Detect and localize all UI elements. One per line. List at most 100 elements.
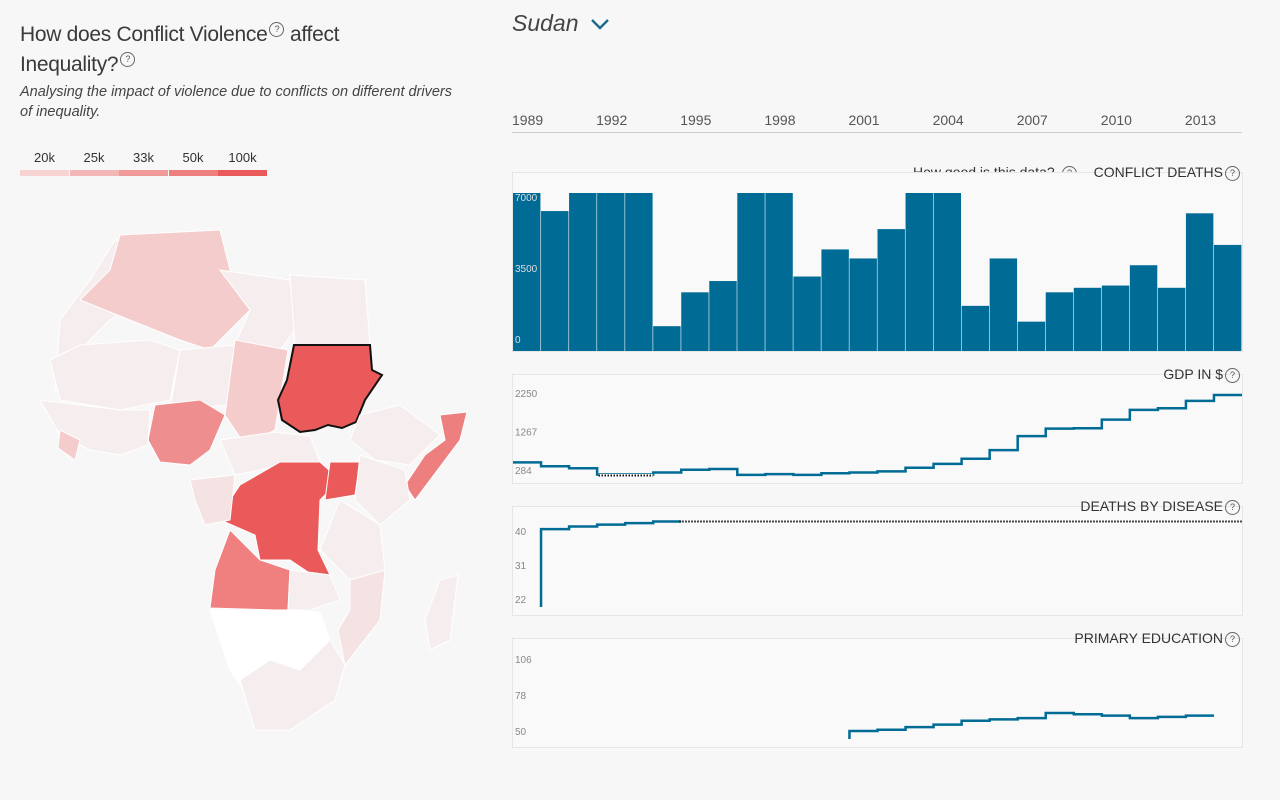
bar bbox=[1045, 292, 1074, 351]
legend-label: 100k bbox=[228, 150, 257, 165]
country-sudan bbox=[276, 344, 384, 434]
country-egypt bbox=[289, 274, 371, 346]
legend-label: 33k bbox=[133, 150, 154, 165]
timeline-year[interactable]: 2007 bbox=[1016, 112, 1048, 128]
country-niger bbox=[169, 344, 236, 411]
legend-label: 20k bbox=[34, 150, 55, 165]
y-tick-label: 40 bbox=[515, 527, 527, 538]
bar bbox=[569, 193, 597, 351]
timeline-year[interactable]: 1989 bbox=[512, 112, 544, 128]
bar bbox=[821, 249, 849, 351]
series-line bbox=[539, 520, 682, 607]
education-chart: 50 78 106 bbox=[515, 655, 1214, 739]
series-line bbox=[848, 711, 1214, 739]
bar bbox=[541, 211, 569, 351]
timeline-year[interactable]: 2010 bbox=[1100, 112, 1132, 128]
panel-title: DEATHS BY DISEASE? bbox=[1080, 498, 1240, 515]
country-kenya bbox=[354, 454, 411, 526]
y-tick-label: 284 bbox=[515, 466, 532, 477]
bar bbox=[961, 305, 990, 351]
legend-label: 25k bbox=[83, 150, 105, 165]
panel-title: CONFLICT DEATHS? bbox=[1094, 164, 1240, 181]
title-text-2: affect bbox=[290, 23, 340, 46]
country-congo bbox=[189, 474, 236, 526]
y-tick-label: 31 bbox=[515, 561, 527, 572]
chevron-down-icon[interactable] bbox=[588, 12, 612, 36]
gdp-panel: GDP IN $? 284 1267 2250 bbox=[512, 366, 1243, 484]
title-text: How does Conflict Violence bbox=[20, 23, 268, 46]
help-icon[interactable]: ? bbox=[1225, 632, 1240, 647]
timeline-year[interactable]: 2001 bbox=[848, 112, 880, 128]
legend-swatch bbox=[119, 170, 168, 176]
left-panel: How does Conflict Violence? affect Inequ… bbox=[0, 0, 490, 800]
bar bbox=[765, 193, 793, 351]
help-icon[interactable]: ? bbox=[1225, 166, 1240, 181]
country-mali bbox=[49, 339, 181, 411]
page-subtitle: Analysing the impact of violence due to … bbox=[20, 84, 453, 120]
legend-swatch bbox=[69, 170, 119, 176]
panel-title: PRIMARY EDUCATION? bbox=[1074, 630, 1240, 647]
disease-panel: DEATHS BY DISEASE? 22 31 40 bbox=[512, 498, 1243, 616]
country-nigeria bbox=[147, 399, 226, 466]
legend-label: 50k bbox=[182, 150, 204, 165]
bar bbox=[1101, 285, 1130, 351]
bar bbox=[625, 193, 653, 351]
y-tick-label: 3500 bbox=[515, 264, 538, 275]
africa-map[interactable] bbox=[20, 200, 470, 760]
country-mozambique bbox=[337, 569, 386, 667]
bar bbox=[653, 326, 681, 351]
country-south-africa bbox=[239, 639, 346, 731]
timeline-year[interactable]: 2004 bbox=[932, 112, 964, 128]
bar bbox=[877, 229, 905, 351]
help-icon[interactable]: ? bbox=[120, 52, 136, 67]
y-tick-label: 106 bbox=[515, 655, 532, 666]
right-panel: Sudan 1989 1992 1995 1998 2001 2004 2007 2010 20… bbox=[500, 0, 1260, 800]
y-tick-label: 50 bbox=[515, 727, 527, 738]
legend-swatch bbox=[168, 170, 218, 176]
help-icon[interactable]: ? bbox=[1225, 500, 1240, 515]
timeline-year[interactable]: 1995 bbox=[680, 112, 712, 128]
bar bbox=[1073, 287, 1102, 351]
bar bbox=[793, 276, 821, 351]
country-uganda bbox=[324, 461, 361, 501]
page-title: How does Conflict Violence? affect Inequ… bbox=[20, 20, 440, 80]
timeline-year[interactable]: 1998 bbox=[764, 112, 796, 128]
bar bbox=[905, 193, 933, 351]
year-timeline[interactable]: 1989 1992 1995 1998 2001 2004 2007 2010 2013 bbox=[512, 110, 1242, 133]
education-panel: PRIMARY EDUCATION? 50 78 106 bbox=[512, 630, 1243, 748]
y-tick-label: 7000 bbox=[515, 193, 538, 204]
bar bbox=[1157, 287, 1186, 351]
bar bbox=[737, 193, 765, 351]
timeline-year[interactable]: 2013 bbox=[1184, 112, 1217, 128]
bar bbox=[1185, 213, 1214, 351]
conflict-deaths-panel: CONFLICT DEATHS? 0 3500 7000 bbox=[512, 164, 1243, 352]
conflict-deaths-chart: 0 3500 7000 bbox=[513, 193, 1242, 351]
legend-swatch bbox=[218, 170, 267, 176]
bar bbox=[681, 292, 709, 351]
series-line bbox=[513, 393, 1242, 477]
bar bbox=[1129, 265, 1158, 351]
bar bbox=[513, 193, 541, 351]
help-icon[interactable]: ? bbox=[269, 22, 285, 37]
bar bbox=[989, 258, 1018, 351]
country-chad bbox=[224, 339, 289, 446]
country-madagascar bbox=[424, 574, 459, 651]
title-text-3: Inequality? bbox=[20, 53, 119, 76]
country-west-africa bbox=[39, 399, 151, 456]
country-selector[interactable]: Sudan bbox=[512, 10, 579, 36]
help-icon[interactable]: ? bbox=[1225, 368, 1240, 383]
country-somalia bbox=[404, 411, 468, 501]
country-liberia bbox=[57, 429, 81, 461]
panel-title: GDP IN $? bbox=[1163, 366, 1240, 383]
gdp-chart: 284 1267 2250 bbox=[513, 389, 1242, 477]
legend-swatch bbox=[20, 170, 69, 176]
disease-chart: 22 31 40 bbox=[515, 520, 1242, 607]
y-tick-label: 0 bbox=[515, 335, 521, 346]
y-tick-label: 78 bbox=[515, 691, 527, 702]
bar bbox=[597, 193, 625, 351]
bar bbox=[709, 281, 737, 351]
bar bbox=[849, 258, 877, 351]
timeline-year[interactable]: 1992 bbox=[596, 112, 628, 128]
country-zambia bbox=[287, 569, 341, 611]
y-tick-label: 22 bbox=[515, 595, 527, 606]
